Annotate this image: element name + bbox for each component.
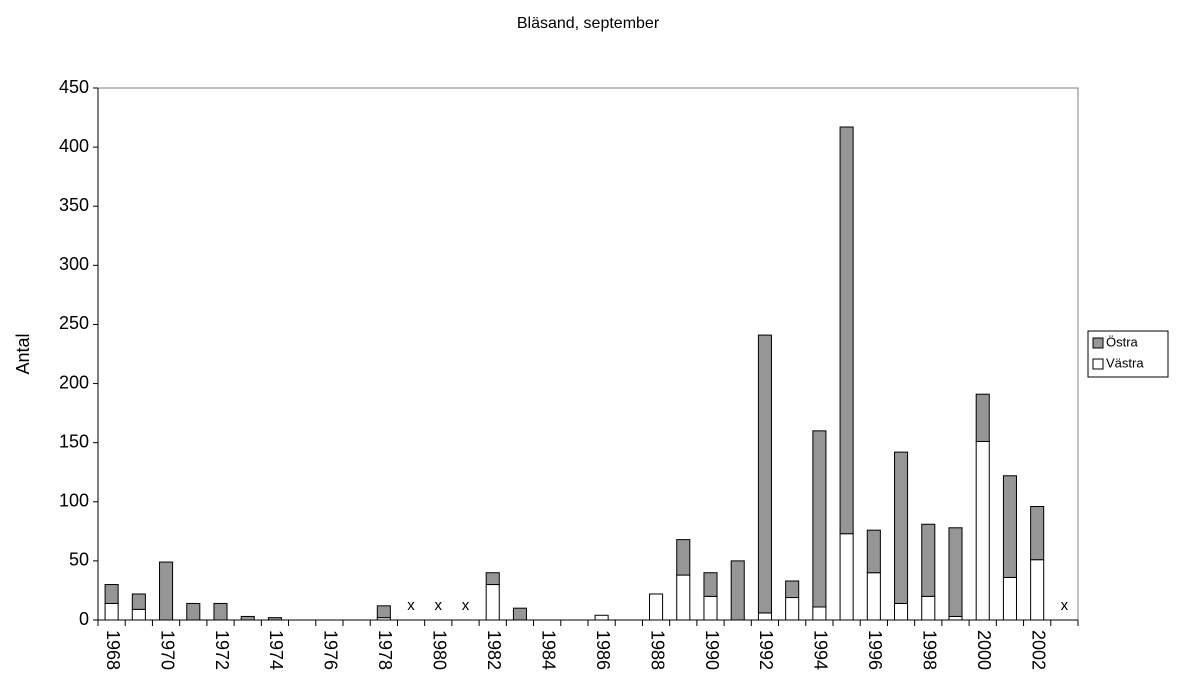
bar (921, 523, 936, 597)
bar (785, 580, 800, 599)
chart-title: Bläsand, september (517, 15, 660, 32)
y-tick-label: 400 (59, 136, 89, 156)
bar (703, 595, 718, 621)
bar (485, 584, 500, 621)
x-tick-label: 1992 (756, 630, 776, 670)
bar (649, 593, 664, 621)
bar (131, 608, 146, 621)
annotation: x (435, 597, 443, 614)
bar (376, 605, 391, 619)
annotation: x (407, 597, 415, 614)
bar (159, 561, 174, 621)
bar (213, 602, 228, 621)
y-tick-label: 300 (59, 254, 89, 274)
bar (894, 602, 909, 621)
bar (839, 126, 854, 535)
bar (812, 606, 827, 621)
bar (512, 607, 527, 621)
annotation: x (462, 597, 470, 614)
y-axis-label: Antal (13, 333, 33, 374)
bar (104, 584, 119, 604)
bar (104, 602, 119, 621)
y-tick-label: 150 (59, 431, 89, 451)
annotation: x (1061, 597, 1069, 614)
x-tick-label: 1988 (647, 630, 667, 670)
y-tick-label: 0 (79, 609, 89, 629)
x-tick-label: 1982 (484, 630, 504, 670)
x-tick-label: 1998 (920, 630, 940, 670)
bar (1030, 506, 1045, 561)
legend-swatch (1092, 337, 1104, 349)
bar (839, 533, 854, 621)
x-tick-label: 1972 (212, 630, 232, 670)
bar (730, 560, 745, 621)
x-tick-label: 1976 (321, 630, 341, 670)
bar (1002, 576, 1017, 621)
bar (1002, 475, 1017, 578)
bar (240, 615, 255, 621)
x-tick-label: 2002 (1028, 630, 1048, 670)
x-tick-label: 1990 (702, 630, 722, 670)
bar (703, 572, 718, 597)
x-tick-label: 2000 (974, 630, 994, 670)
x-tick-label: 1994 (811, 630, 831, 670)
legend-label: Östra (1106, 334, 1139, 349)
bar (1030, 559, 1045, 621)
bar (757, 334, 772, 614)
x-tick-label: 1968 (103, 630, 123, 670)
bar (975, 393, 990, 442)
y-tick-label: 450 (59, 77, 89, 97)
bar (921, 595, 936, 621)
y-tick-label: 350 (59, 195, 89, 215)
bar (866, 572, 881, 621)
bar (894, 451, 909, 604)
bar (594, 614, 609, 621)
bar (948, 527, 963, 617)
bar (975, 440, 990, 621)
x-tick-label: 1984 (538, 630, 558, 670)
y-tick-label: 100 (59, 491, 89, 511)
legend-label: Västra (1106, 355, 1144, 370)
bar (485, 572, 500, 586)
x-tick-label: 1996 (865, 630, 885, 670)
x-tick-label: 1970 (157, 630, 177, 670)
y-tick-label: 200 (59, 372, 89, 392)
bar (948, 615, 963, 621)
x-tick-label: 1978 (375, 630, 395, 670)
bar (186, 602, 201, 621)
y-tick-label: 50 (69, 550, 89, 570)
y-tick-label: 250 (59, 313, 89, 333)
bar (785, 597, 800, 621)
legend-swatch (1092, 358, 1104, 370)
bar (676, 539, 691, 576)
bar (866, 529, 881, 574)
x-tick-label: 1974 (266, 630, 286, 670)
x-tick-label: 1980 (430, 630, 450, 670)
bar (757, 612, 772, 621)
bar (676, 574, 691, 621)
bar (131, 593, 146, 610)
bar (267, 617, 282, 621)
x-tick-label: 1986 (593, 630, 613, 670)
bar (812, 430, 827, 608)
